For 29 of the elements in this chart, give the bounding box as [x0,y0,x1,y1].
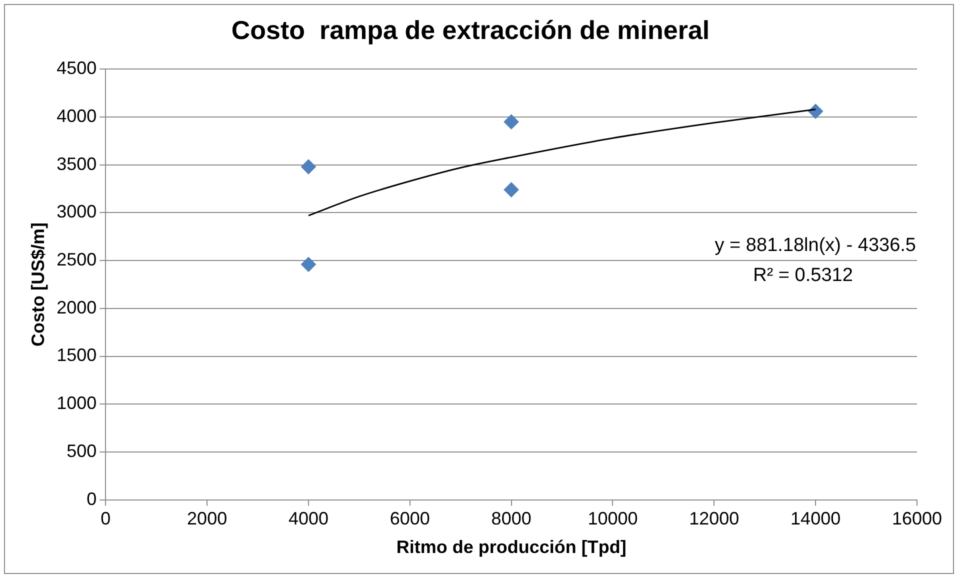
point [808,104,824,119]
y-tick-label: 4500 [56,58,97,78]
y-tick-label: 2500 [56,250,97,270]
x-tick-label: 0 [100,508,111,529]
y-tick-label: 3500 [56,154,97,174]
y-tick-label: 4000 [56,106,97,126]
x-tick-label: 10000 [588,508,638,529]
y-tick-label: 500 [66,440,97,461]
x-tick-label: 4000 [288,508,329,529]
y-tick-label: 2000 [56,297,97,318]
chart-title: Costo rampa de extracción de mineral [231,14,710,45]
x-tick-label: 8000 [491,508,532,529]
point [504,182,519,198]
y-tick-label: 1500 [56,345,97,366]
y-axis-title: Costo [US$/m] [28,222,48,347]
x-tick-label: 16000 [892,508,942,529]
x-tick-label: 6000 [390,508,430,529]
y-tick-label: 3000 [56,202,97,222]
annotation: R² = 0.5312 [753,265,853,286]
x-axis-title: Ritmo de producción [Tpd] [396,537,626,558]
point [504,114,519,130]
x-tick-label: 12000 [689,508,740,529]
annotation: y = 881.18ln(x) - 4336.5 [714,235,916,256]
y-tick-label: 0 [86,488,97,509]
x-tick-label: 14000 [790,508,841,529]
point [300,159,316,174]
point [300,256,316,272]
y-tick-label: 1000 [56,393,97,414]
x-tick-label: 2000 [187,508,228,529]
